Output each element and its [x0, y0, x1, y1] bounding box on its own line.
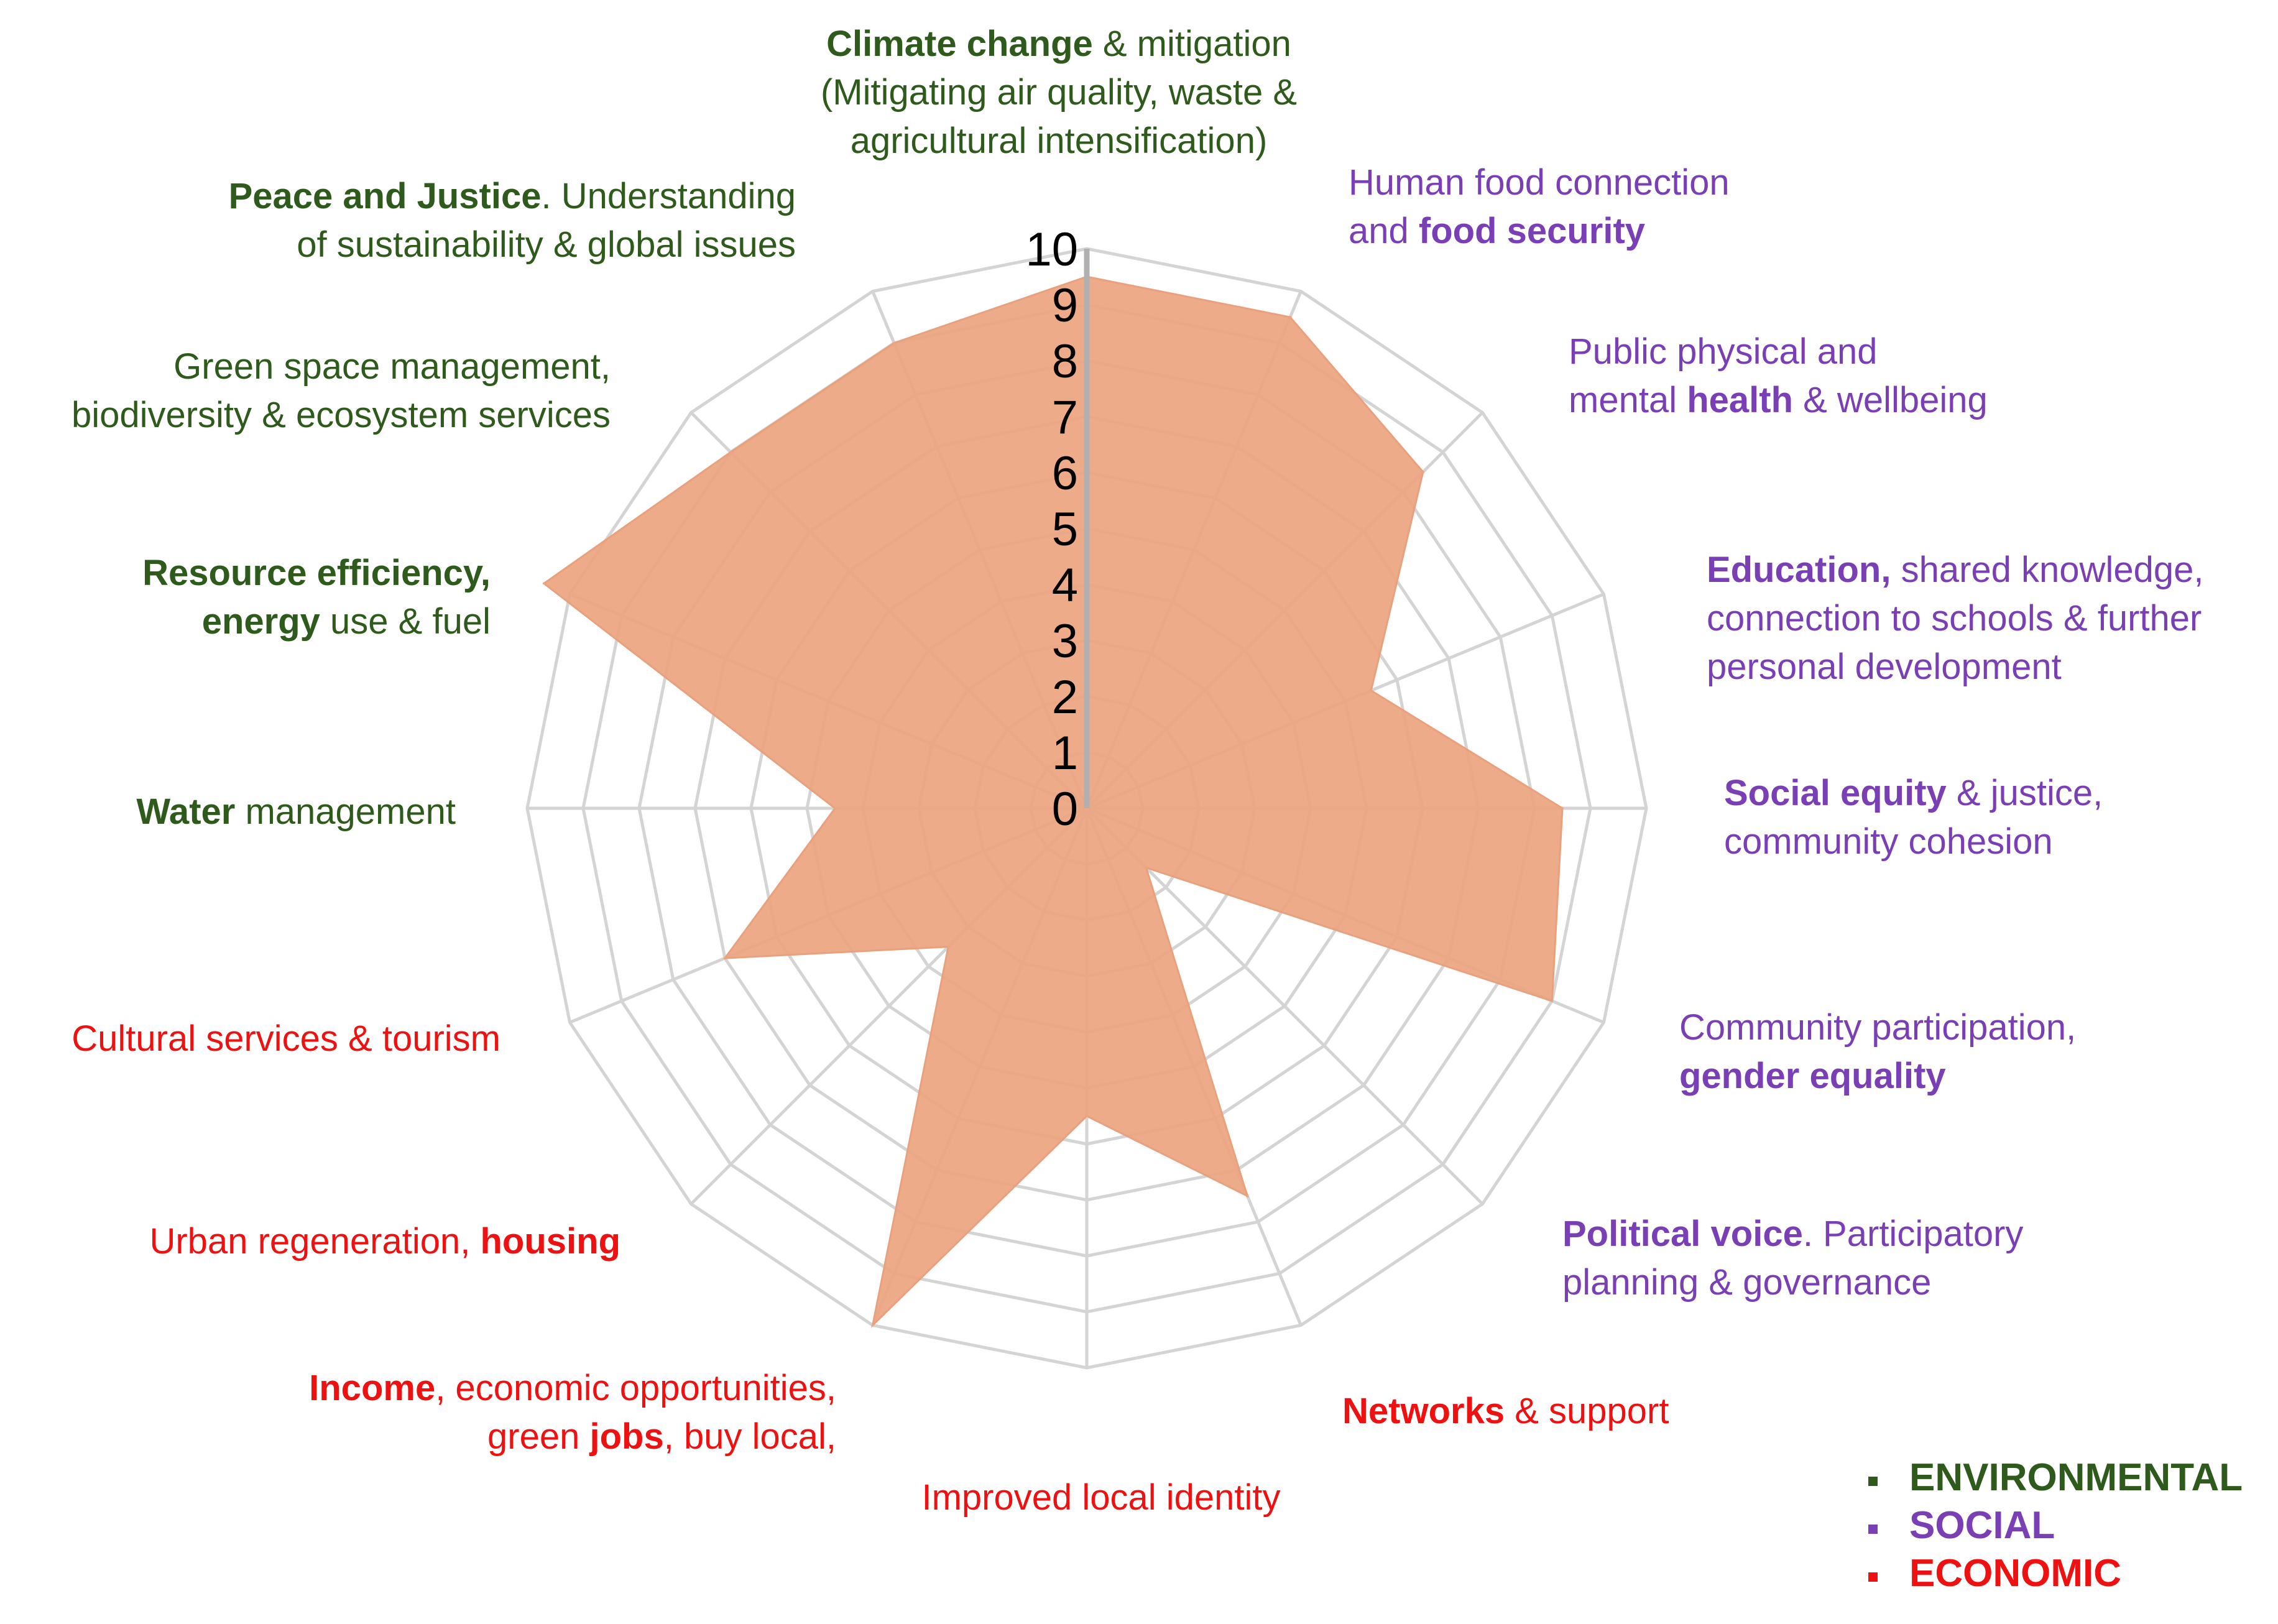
tick-label: 8: [1052, 335, 1078, 388]
data-point-9: [871, 1324, 874, 1327]
data-point-4: [1561, 807, 1564, 810]
axis-label-13: energy use & fuel: [202, 601, 491, 642]
axis-label-2: Public physical and: [1569, 331, 1878, 372]
axis-label-10: Urban regeneration, housing: [149, 1221, 620, 1262]
data-point-13: [542, 582, 545, 585]
axis-labels: Climate change & mitigation (Mitigating a…: [71, 24, 2204, 1518]
axis-label-14: Green space management,: [173, 346, 611, 387]
data-point-7: [1246, 1194, 1249, 1197]
data-point-12: [834, 807, 836, 810]
axis-label-6: planning & governance: [1562, 1262, 1931, 1303]
legend-label-economic: ECONOMIC: [1909, 1552, 2121, 1595]
legend-label-environmental: ENVIRONMENTAL: [1909, 1456, 2243, 1499]
data-point-5: [1551, 1000, 1554, 1002]
axis-label-12: Water management: [136, 791, 456, 832]
axis-label-3: connection to schools & further: [1707, 598, 2202, 639]
tick-label: 6: [1052, 447, 1078, 500]
axis-label-0: agricultural intensification): [851, 121, 1268, 161]
legend: ENVIRONMENTAL SOCIAL ECONOMIC: [1868, 1456, 2243, 1595]
axis-label-4: community cohesion: [1724, 821, 2053, 862]
axis-label-3: personal development: [1707, 647, 2062, 687]
axis-label-5: gender equality: [1679, 1056, 1946, 1096]
axis-label-8: Improved local identity: [921, 1477, 1280, 1518]
tick-label: 4: [1052, 559, 1078, 612]
axis-label-0: Climate change & mitigation: [826, 24, 1291, 64]
axis-label-15: Peace and Justice. Understanding: [229, 176, 796, 216]
axis-label-4: Social equity & justice,: [1724, 773, 2103, 813]
axis-label-15: of sustainability & global issues: [297, 224, 796, 265]
axis-label-2: mental health & wellbeing: [1569, 380, 1988, 420]
legend-marker-environmental: [1868, 1477, 1878, 1486]
data-point-15: [893, 341, 895, 344]
axis-label-9: green jobs, buy local,: [487, 1416, 836, 1457]
tick-label: 5: [1052, 503, 1078, 556]
legend-label-social: SOCIAL: [1909, 1504, 2055, 1547]
axis-label-6: Political voice. Participatory: [1562, 1214, 2023, 1254]
axis-label-7: Networks & support: [1342, 1391, 1669, 1431]
data-point-8: [1086, 1115, 1088, 1117]
data-point-10: [947, 945, 950, 948]
axis-label-14: biodiversity & ecosystem services: [71, 395, 611, 435]
axis-label-11: Cultural services & tourism: [71, 1018, 500, 1059]
tick-label: 2: [1052, 671, 1078, 724]
radar-data: [542, 275, 1564, 1328]
tick-label: 0: [1052, 783, 1078, 836]
data-point-6: [1145, 866, 1148, 869]
legend-marker-economic: [1868, 1572, 1878, 1582]
tick-label: 1: [1052, 727, 1078, 780]
axis-label-1: Human food connection: [1349, 162, 1730, 203]
data-point-1: [1289, 316, 1292, 319]
axis-label-13: Resource efficiency,: [142, 553, 491, 593]
axis-label-3: Education, shared knowledge,: [1707, 550, 2203, 590]
tick-label: 3: [1052, 615, 1078, 668]
data-point-3: [1370, 689, 1373, 692]
tick-label: 9: [1052, 279, 1078, 332]
data-point-2: [1421, 471, 1424, 474]
axis-label-1: and food security: [1349, 211, 1645, 251]
axis-label-0: (Mitigating air quality, waste &: [821, 72, 1297, 113]
legend-marker-social: [1868, 1525, 1878, 1534]
tick-label: 7: [1052, 391, 1078, 444]
data-point-14: [729, 451, 732, 454]
axis-label-9: Income, economic opportunities,: [309, 1368, 836, 1408]
axis-label-5: Community participation,: [1679, 1007, 2076, 1048]
spoke-6: [1086, 807, 1484, 1206]
data-point-11: [724, 957, 726, 960]
tick-label: 10: [1025, 223, 1078, 276]
